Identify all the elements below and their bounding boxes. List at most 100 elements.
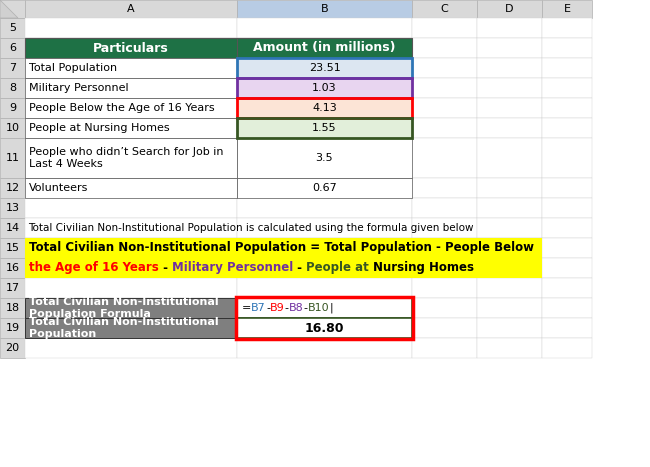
Bar — [477, 18, 542, 38]
Bar — [0, 18, 25, 38]
Bar — [25, 318, 237, 338]
Bar — [25, 0, 237, 18]
Bar — [542, 78, 592, 98]
Text: -: - — [304, 303, 307, 313]
Bar — [25, 18, 237, 38]
Bar — [0, 218, 25, 238]
Text: 12: 12 — [5, 183, 20, 193]
Text: Total Population: Total Population — [29, 63, 117, 73]
Text: Total Civilian Non-Institutional
Population Formula: Total Civilian Non-Institutional Populat… — [29, 297, 218, 319]
Bar — [477, 98, 542, 118]
Bar — [25, 318, 237, 338]
Bar — [477, 298, 542, 318]
Bar — [237, 38, 412, 58]
Bar — [412, 78, 477, 98]
Bar — [477, 338, 542, 358]
Bar — [236, 297, 413, 339]
Bar — [412, 178, 477, 198]
Text: 0.67: 0.67 — [312, 183, 337, 193]
Bar — [0, 258, 25, 278]
Bar — [25, 238, 237, 258]
Bar — [0, 78, 25, 98]
Bar — [477, 238, 542, 258]
Bar — [0, 278, 25, 298]
Bar — [412, 318, 477, 338]
Bar — [237, 78, 412, 98]
Bar — [25, 118, 237, 138]
Bar — [237, 118, 412, 138]
Bar — [477, 118, 542, 138]
Text: 5: 5 — [9, 23, 16, 33]
Bar — [0, 238, 25, 258]
Bar — [542, 118, 592, 138]
Text: the Age of 16 Years: the Age of 16 Years — [29, 262, 159, 275]
Bar — [25, 138, 237, 178]
Bar — [237, 178, 412, 198]
Text: 8: 8 — [9, 83, 16, 93]
Bar — [25, 178, 237, 198]
Bar — [542, 338, 592, 358]
Bar — [412, 0, 477, 18]
Bar — [237, 58, 412, 78]
Bar — [542, 58, 592, 78]
Bar — [542, 178, 592, 198]
Bar — [25, 138, 237, 178]
Bar — [237, 98, 412, 118]
Bar — [0, 138, 25, 178]
Bar — [477, 38, 542, 58]
Text: 15: 15 — [5, 243, 20, 253]
Text: C: C — [441, 4, 448, 14]
Text: Amount (in millions): Amount (in millions) — [254, 42, 396, 55]
Bar — [25, 98, 237, 118]
Bar — [237, 78, 412, 98]
Bar — [412, 138, 477, 178]
Bar — [25, 298, 237, 318]
Bar — [237, 58, 412, 78]
Text: 11: 11 — [5, 153, 20, 163]
Text: 1.03: 1.03 — [312, 83, 337, 93]
Text: Military Personnel: Military Personnel — [29, 83, 129, 93]
Bar — [25, 38, 237, 58]
Text: 10: 10 — [5, 123, 20, 133]
Bar — [542, 138, 592, 178]
Bar — [412, 58, 477, 78]
Bar — [25, 258, 237, 278]
Text: 16: 16 — [5, 263, 20, 273]
Bar — [477, 198, 542, 218]
Bar — [237, 18, 412, 38]
Text: 4.13: 4.13 — [312, 103, 337, 113]
Text: 3.5: 3.5 — [316, 153, 333, 163]
Bar — [477, 78, 542, 98]
Text: -: - — [285, 303, 289, 313]
Bar — [237, 298, 412, 318]
Bar — [237, 318, 412, 338]
Bar — [237, 178, 412, 198]
Bar — [412, 218, 477, 238]
Bar — [0, 58, 25, 78]
Text: Volunteers: Volunteers — [29, 183, 88, 193]
Text: -: - — [293, 262, 306, 275]
Text: 19: 19 — [5, 323, 20, 333]
Text: Total Civilian Non-Institutional Population = Total Population - People Below: Total Civilian Non-Institutional Populat… — [29, 241, 534, 255]
Bar — [237, 318, 412, 338]
Text: 16.80: 16.80 — [305, 321, 344, 334]
Text: B9: B9 — [270, 303, 285, 313]
Bar — [0, 338, 25, 358]
Bar — [412, 18, 477, 38]
Text: E: E — [564, 4, 571, 14]
Bar — [25, 98, 237, 118]
Text: Nursing Homes: Nursing Homes — [373, 262, 474, 275]
Text: D: D — [505, 4, 514, 14]
Text: People at: People at — [306, 262, 373, 275]
Text: Particulars: Particulars — [93, 42, 169, 55]
Text: |: | — [330, 303, 333, 313]
Bar — [25, 218, 237, 238]
Bar — [412, 238, 477, 258]
Text: 13: 13 — [5, 203, 20, 213]
Text: 1.55: 1.55 — [312, 123, 337, 133]
Text: People at Nursing Homes: People at Nursing Homes — [29, 123, 170, 133]
Text: Military Personnel: Military Personnel — [172, 262, 293, 275]
Bar — [412, 118, 477, 138]
Bar — [0, 98, 25, 118]
Bar — [25, 118, 237, 138]
